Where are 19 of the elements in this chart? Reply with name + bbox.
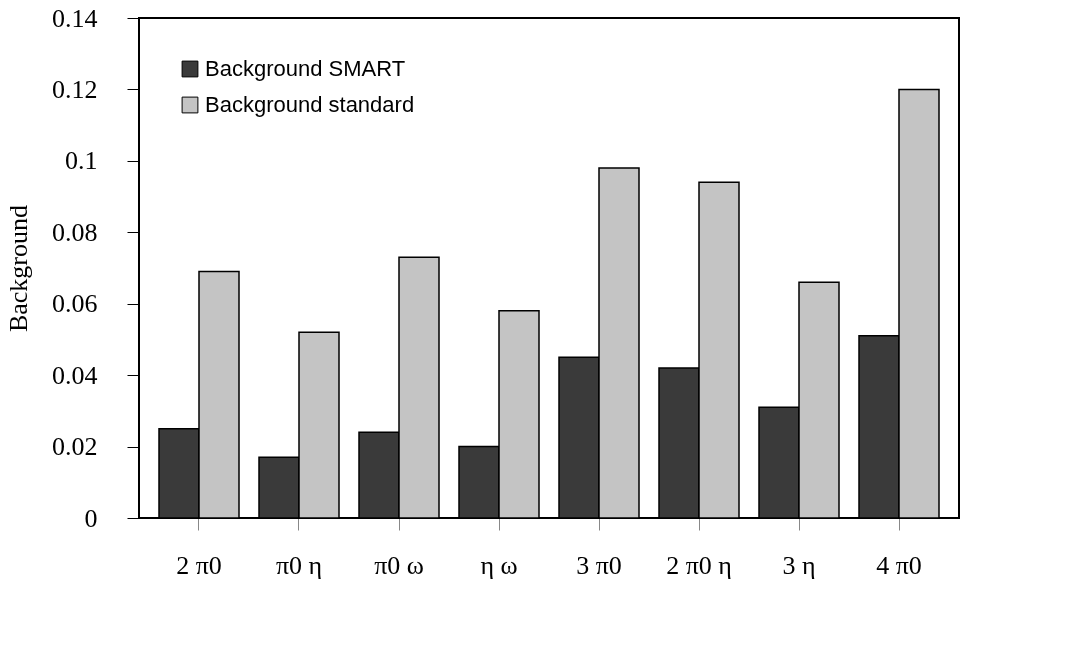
y-tick-label: 0.04	[52, 360, 98, 390]
x-tick-label: 3 π0	[576, 550, 622, 580]
x-tick-label: 4 π0	[876, 550, 922, 580]
y-tick-label: 0.02	[52, 432, 98, 462]
x-tick-label: η ω	[480, 550, 518, 580]
legend-label: Background SMART	[205, 56, 406, 81]
legend-label: Background standard	[205, 92, 415, 117]
x-tick-label: 2 π0	[176, 550, 222, 580]
y-tick-label: 0.1	[65, 146, 98, 176]
x-tick-label: 2 π0 η	[666, 550, 732, 580]
y-tick-label: 0.08	[52, 217, 98, 247]
x-tick-label: π0 ω	[374, 550, 424, 580]
y-axis-title: Background	[4, 204, 33, 333]
y-tick-label: 0	[84, 503, 98, 533]
y-tick-label: 0.12	[52, 74, 98, 104]
y-tick-label: 0.06	[52, 289, 98, 319]
y-tick-label: 0.14	[52, 3, 98, 33]
x-tick-label: π0 η	[275, 550, 323, 580]
x-tick-label: 3 η	[782, 550, 816, 580]
